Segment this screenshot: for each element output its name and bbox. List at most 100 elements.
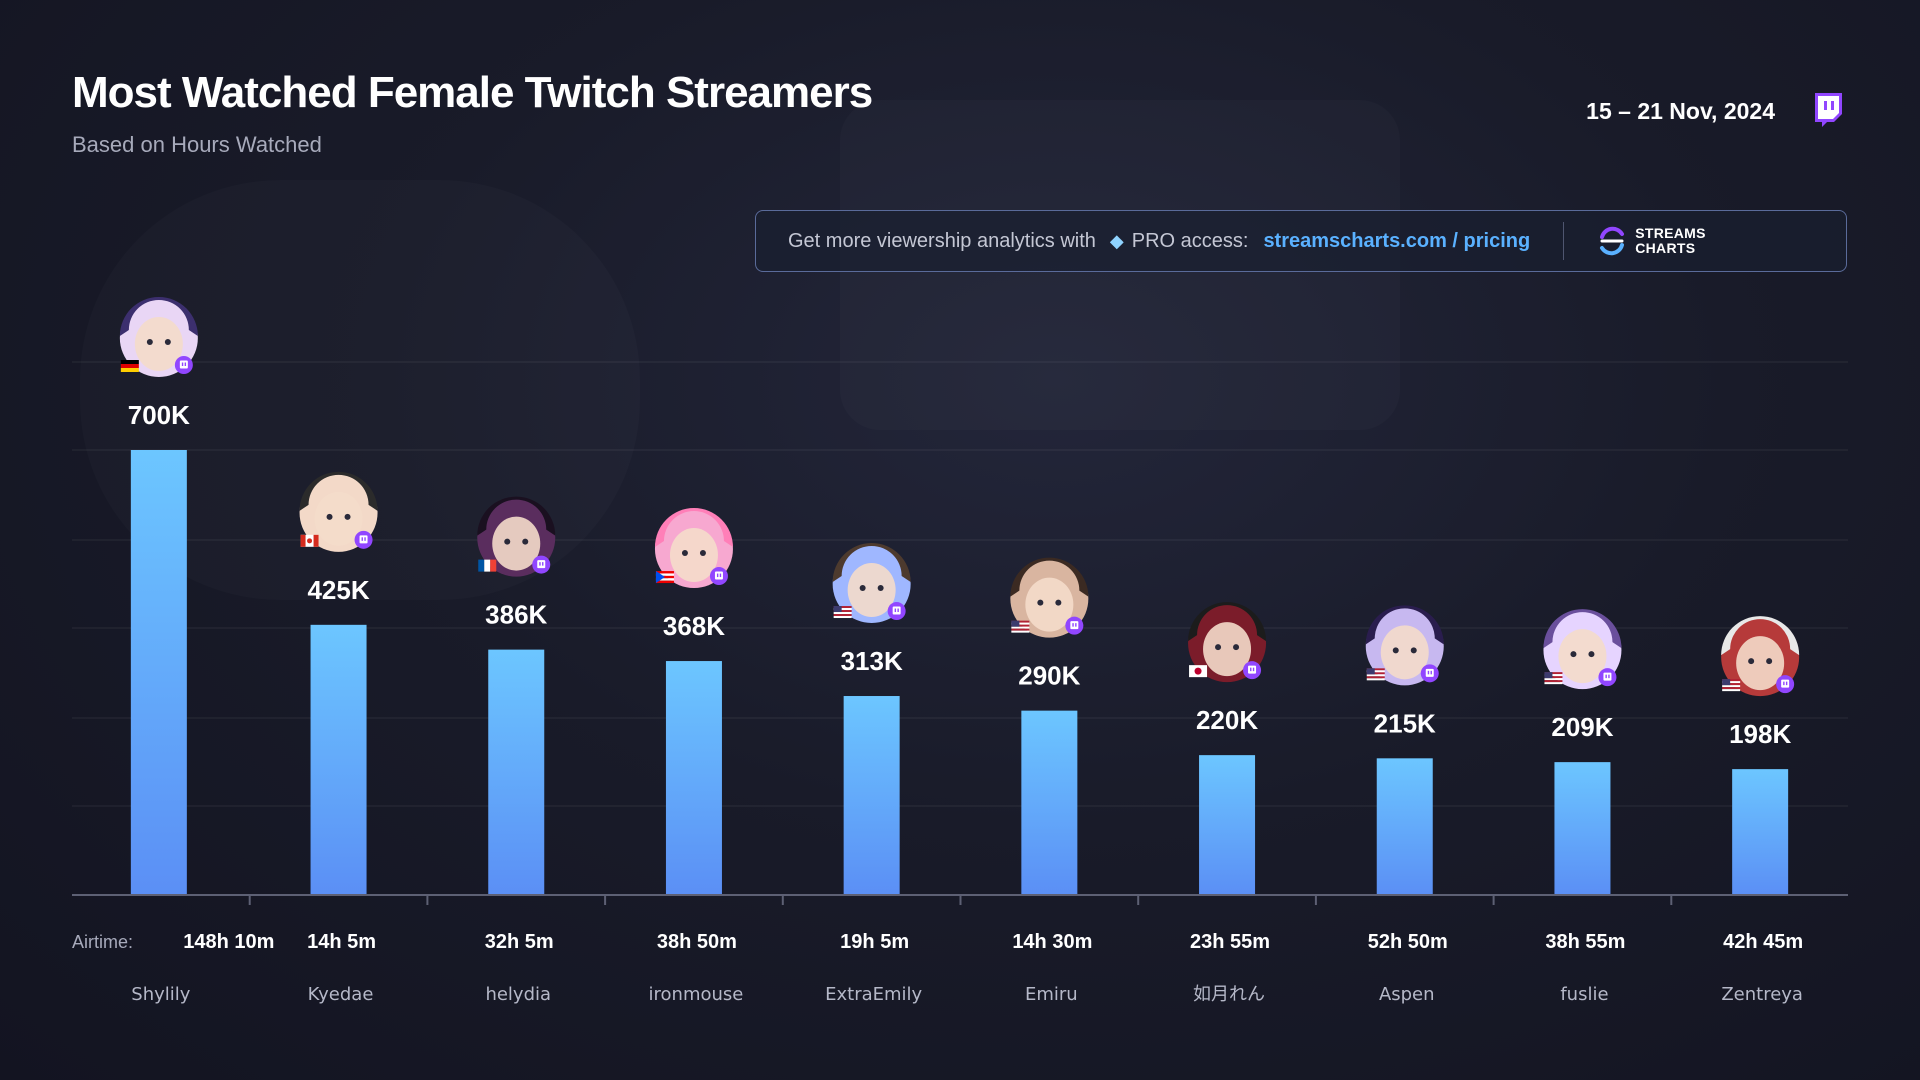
avatar-hair	[299, 471, 378, 511]
bar[interactable]	[1021, 710, 1078, 895]
avatar-face	[1203, 622, 1252, 677]
promo-divider	[1563, 222, 1565, 260]
avatar-face	[1736, 636, 1785, 691]
twitch-badge-icon	[887, 602, 906, 621]
avatar-hair	[654, 508, 733, 548]
country-flag-icon	[300, 534, 319, 547]
avatar-eye	[1410, 647, 1417, 654]
avatar-hair	[1010, 557, 1089, 597]
streamer-avatar	[1543, 609, 1622, 690]
country-flag-icon	[1366, 668, 1385, 681]
airtime-label: 14h 30m	[1012, 931, 1092, 953]
streamer-avatar	[1188, 602, 1267, 683]
value-label: 425K	[307, 575, 369, 605]
category-label: ExtraEmily	[825, 984, 922, 1005]
page-title: Most Watched Female Twitch Streamers	[72, 68, 873, 117]
bar[interactable]	[1732, 769, 1789, 895]
avatar-face	[1380, 625, 1429, 680]
streamer-avatar	[119, 297, 198, 377]
avatar-face	[847, 563, 896, 618]
streamer-avatar	[1721, 616, 1800, 697]
avatar-eye	[1233, 644, 1240, 651]
twitch-badge-icon	[174, 356, 193, 374]
category-label: Zentreya	[1721, 984, 1803, 1005]
value-label: 700K	[128, 400, 190, 430]
bar[interactable]	[1554, 762, 1611, 895]
brand-name: STREAMS CHARTS	[1635, 225, 1706, 256]
avatar-hair	[119, 297, 198, 336]
airtime-label: 32h 5m	[485, 931, 554, 953]
streamer-avatar	[1365, 605, 1444, 686]
twitch-badge-icon	[1420, 664, 1439, 683]
streamer-avatar	[477, 496, 556, 577]
promo-banner: Get more viewership analytics with ◆ PRO…	[755, 210, 1847, 272]
twitch-badge-icon	[709, 567, 728, 586]
avatar-eye	[344, 513, 351, 520]
bar[interactable]	[665, 661, 722, 895]
streamer-avatar	[832, 543, 911, 624]
promo-text: Get more viewership analytics with	[788, 229, 1096, 252]
value-label: 220K	[1196, 705, 1258, 735]
twitch-badge-icon	[532, 555, 551, 574]
category-label: 如月れん	[1193, 984, 1265, 1005]
country-flag-icon	[1544, 672, 1563, 685]
value-label: 290K	[1018, 661, 1080, 691]
avatar-eye	[859, 585, 866, 592]
bar[interactable]	[310, 624, 367, 895]
diamond-icon: ◆	[1109, 230, 1124, 251]
streamer-avatar	[299, 471, 378, 552]
value-label: 313K	[841, 646, 903, 676]
avatar-hair	[1721, 616, 1800, 656]
avatar-hair	[1365, 605, 1444, 645]
avatar-hair	[477, 496, 556, 536]
streamer-avatar	[654, 508, 733, 589]
value-label: 386K	[485, 600, 547, 630]
streams-charts-icon	[1600, 226, 1625, 256]
bar[interactable]	[488, 649, 545, 895]
category-label: helydia	[485, 984, 551, 1005]
airtime-prefix: Airtime:	[72, 932, 133, 952]
bar[interactable]	[130, 450, 187, 895]
avatar-eye	[522, 538, 529, 545]
category-label: Emiru	[1025, 984, 1078, 1005]
streamer-avatar	[1010, 557, 1089, 638]
avatar-eye	[681, 550, 688, 557]
airtime-label: 19h 5m	[840, 931, 909, 953]
value-label: 209K	[1551, 712, 1613, 742]
airtime-label: 38h 55m	[1545, 931, 1625, 953]
avatar-face	[492, 516, 541, 571]
airtime-label: 148h 10m	[183, 931, 274, 953]
streams-charts-logo[interactable]: STREAMS CHARTS	[1596, 225, 1706, 257]
twitch-badge-icon	[1776, 675, 1795, 694]
country-flag-icon	[655, 571, 674, 584]
pricing-link[interactable]: streamscharts.com / pricing	[1263, 229, 1531, 252]
value-label: 368K	[663, 611, 725, 641]
pro-label: PRO access:	[1131, 229, 1249, 252]
avatar-eye	[1055, 599, 1062, 606]
avatar-eye	[164, 339, 171, 345]
country-flag-icon	[1722, 679, 1741, 692]
airtime-label: 23h 55m	[1190, 931, 1270, 953]
bar[interactable]	[1376, 758, 1433, 895]
country-flag-icon	[1011, 620, 1030, 633]
avatar-eye	[1215, 644, 1222, 651]
avatar-eye	[699, 550, 706, 557]
avatar-hair	[832, 543, 911, 583]
avatar-eye	[146, 339, 153, 345]
category-label: Aspen	[1379, 984, 1435, 1005]
avatar-face	[669, 528, 718, 583]
avatar-face	[314, 491, 363, 546]
country-flag-icon	[478, 559, 497, 572]
avatar-face	[1025, 577, 1074, 632]
avatar-eye	[326, 513, 333, 520]
bar[interactable]	[1199, 755, 1256, 895]
bar[interactable]	[843, 696, 900, 895]
category-label: Shylily	[131, 984, 190, 1005]
value-label: 198K	[1729, 719, 1791, 749]
avatar-face	[1558, 629, 1607, 684]
category-label: ironmouse	[649, 984, 744, 1005]
category-label: Kyedae	[308, 984, 374, 1005]
avatar-eye	[1588, 651, 1595, 658]
twitch-badge-icon	[1243, 661, 1262, 680]
